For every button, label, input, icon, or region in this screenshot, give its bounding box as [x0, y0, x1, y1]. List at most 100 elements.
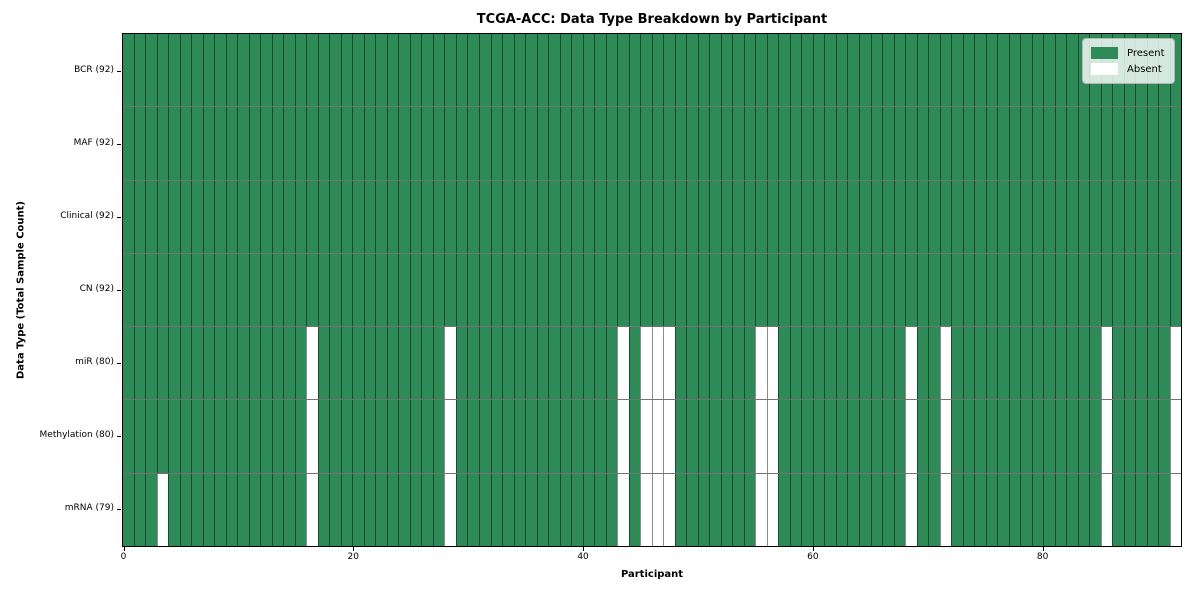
cell [732, 107, 744, 180]
cell [859, 180, 871, 253]
cell [617, 180, 629, 253]
cell [801, 473, 813, 546]
cell [513, 34, 526, 107]
cell [513, 473, 526, 546]
cell [352, 107, 364, 180]
cell [156, 400, 169, 473]
cell [409, 327, 422, 400]
cell [674, 180, 687, 253]
cell [686, 327, 698, 400]
cell [916, 327, 929, 400]
cell [260, 34, 272, 107]
cell [720, 180, 733, 253]
cell [755, 473, 767, 546]
cell [421, 327, 433, 400]
cell [478, 400, 491, 473]
cell [145, 253, 157, 327]
cell [789, 253, 802, 327]
cell [398, 473, 410, 546]
cell [801, 107, 813, 180]
cell [502, 180, 514, 253]
cell [789, 180, 802, 253]
cell [663, 327, 675, 400]
cell [778, 34, 790, 107]
cell [237, 400, 249, 473]
cell [951, 180, 963, 253]
cell [859, 327, 871, 400]
cell [421, 253, 433, 327]
cell [294, 473, 307, 546]
cell [893, 327, 906, 400]
cell [525, 180, 537, 253]
cell [801, 327, 813, 400]
cell [594, 327, 606, 400]
cell [1043, 473, 1055, 546]
cell [686, 107, 698, 180]
cell [179, 400, 192, 473]
cell [617, 34, 629, 107]
cell [720, 327, 733, 400]
cell [214, 180, 226, 253]
cell [409, 253, 422, 327]
cell [386, 180, 399, 253]
cell [260, 400, 272, 473]
cell [1077, 473, 1090, 546]
cell [1054, 327, 1067, 400]
cell [962, 400, 975, 473]
cell [294, 180, 307, 253]
cell [375, 473, 387, 546]
cell [686, 400, 698, 473]
cell [1169, 107, 1182, 180]
cell [467, 327, 479, 400]
cell [847, 107, 859, 180]
cell [294, 400, 307, 473]
cell [306, 107, 318, 180]
cell [432, 327, 445, 400]
cell [513, 107, 526, 180]
cell [571, 400, 583, 473]
cell [651, 473, 664, 546]
cell [651, 253, 664, 327]
cell [168, 107, 180, 180]
cell [571, 473, 583, 546]
cell [859, 107, 871, 180]
cell [1100, 400, 1113, 473]
cell [916, 34, 929, 107]
cell [709, 400, 721, 473]
cell [191, 473, 203, 546]
cell [306, 327, 318, 400]
cell [1123, 180, 1136, 253]
cell [1043, 400, 1055, 473]
cell [870, 180, 883, 253]
cell [156, 180, 169, 253]
cell [1089, 107, 1101, 180]
cell [409, 180, 422, 253]
cell [432, 107, 445, 180]
cell [283, 107, 295, 180]
cell [306, 34, 318, 107]
cell [525, 400, 537, 473]
cell [571, 327, 583, 400]
cell [1100, 327, 1113, 400]
cell [1123, 400, 1136, 473]
cell [617, 253, 629, 327]
cell [1112, 253, 1124, 327]
cell [951, 107, 963, 180]
cell [697, 473, 710, 546]
y-tick-label-bcr: BCR (92) [74, 65, 114, 75]
cell [317, 473, 330, 546]
cell [133, 253, 146, 327]
cell [363, 253, 376, 327]
cell [1089, 180, 1101, 253]
cell [536, 473, 549, 546]
cell [398, 107, 410, 180]
cell [1008, 400, 1021, 473]
cell [1020, 327, 1032, 400]
cell [1054, 253, 1067, 327]
cell [732, 400, 744, 473]
cell [951, 327, 963, 400]
cell [651, 107, 664, 180]
cell [363, 327, 376, 400]
cell [939, 400, 952, 473]
cell [870, 253, 883, 327]
